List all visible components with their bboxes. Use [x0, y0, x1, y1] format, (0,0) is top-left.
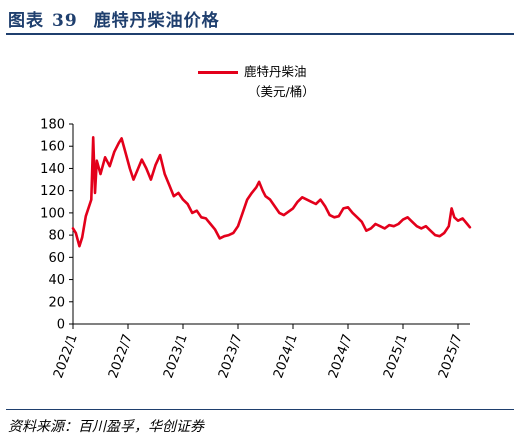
x-tick-label: 2022/1 — [51, 332, 81, 380]
y-tick-label: 0 — [57, 318, 65, 333]
figure-title: 图表 39 鹿特丹柴油价格 — [8, 6, 220, 31]
series-line-rotterdam-diesel — [71, 136, 472, 248]
source-note: 资料来源：百川盈孚，华创证券 — [8, 419, 204, 435]
x-tick-label: 2024/1 — [271, 332, 301, 380]
figure-label: 图表 — [8, 11, 44, 31]
x-tick-label: 2022/7 — [106, 332, 136, 380]
x-tick-label: 2023/1 — [161, 332, 191, 380]
y-tick-label: 180 — [40, 118, 65, 133]
legend-entry: 鹿特丹柴油 — [198, 62, 315, 82]
y-tick-label: 160 — [40, 140, 65, 155]
y-tick-label: 60 — [48, 251, 65, 266]
legend-unit: （美元/桶） — [248, 84, 315, 99]
y-tick-label: 40 — [48, 273, 65, 288]
y-tick-label: 100 — [40, 206, 65, 221]
legend-swatch — [198, 70, 238, 74]
x-tick-label: 2024/7 — [326, 332, 356, 380]
legend-series-name: 鹿特丹柴油 — [244, 64, 307, 79]
y-tick-label: 80 — [48, 229, 65, 244]
x-axis: 2022/1 2022/7 2023/1 2023/7 2024/1 2024/7 2025… — [51, 323, 470, 380]
x-tick-label: 2025/7 — [436, 332, 466, 380]
bottom-rule — [6, 409, 514, 410]
plot-area — [71, 136, 472, 248]
y-tick-label: 20 — [48, 295, 65, 310]
figure-number: 39 — [52, 11, 78, 31]
x-tick-label: 2025/1 — [381, 332, 411, 380]
figure-title-text: 鹿特丹柴油价格 — [93, 11, 220, 31]
y-tick-label: 140 — [40, 162, 65, 177]
top-rule — [6, 33, 514, 35]
y-axis: 0 20 40 60 80 100 120 140 160 180 — [40, 118, 74, 333]
chart-legend: 鹿特丹柴油 （美元/桶） — [198, 62, 315, 102]
y-tick-label: 120 — [40, 184, 65, 199]
x-tick-label: 2023/7 — [216, 332, 246, 380]
